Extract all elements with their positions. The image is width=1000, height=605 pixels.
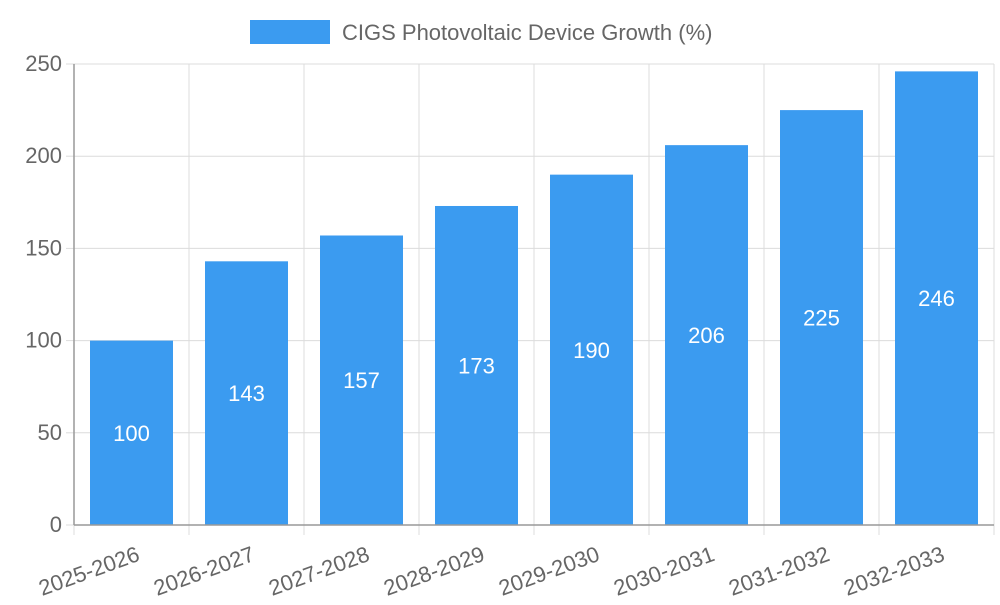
x-tick-label: 2028-2029: [380, 541, 487, 600]
y-tick-label: 50: [38, 420, 62, 445]
data-label: 225: [803, 306, 840, 331]
x-tick-label: 2032-2033: [840, 541, 947, 600]
x-tick-label: 2030-2031: [610, 541, 717, 600]
data-label: 173: [458, 353, 495, 378]
legend-swatch: [250, 20, 330, 44]
y-tick-label: 200: [25, 143, 62, 168]
bar[interactable]: [895, 71, 978, 525]
bar[interactable]: [90, 340, 173, 525]
bar[interactable]: [550, 174, 633, 525]
data-label: 143: [228, 381, 265, 406]
x-tick-label: 2029-2030: [495, 541, 602, 600]
bar[interactable]: [435, 205, 518, 525]
x-tick-label: 2031-2032: [725, 541, 832, 600]
x-tick-label: 2025-2026: [35, 541, 142, 600]
data-label: 246: [918, 286, 955, 311]
data-label: 190: [573, 338, 610, 363]
x-tick-label: 2026-2027: [150, 541, 257, 600]
bars-layer: [90, 71, 978, 526]
y-tick-label: 100: [25, 328, 62, 353]
data-label: 157: [343, 368, 380, 393]
bar[interactable]: [205, 261, 288, 525]
y-tick-label: 150: [25, 235, 62, 260]
legend-label: CIGS Photovoltaic Device Growth (%): [342, 20, 712, 45]
legend[interactable]: CIGS Photovoltaic Device Growth (%): [250, 20, 712, 45]
bar[interactable]: [780, 110, 863, 525]
bar[interactable]: [320, 235, 403, 525]
y-tick-label: 250: [25, 51, 62, 76]
data-label: 206: [688, 323, 725, 348]
data-label: 100: [113, 421, 150, 446]
data-labels-layer: 100 143 157 173 190 206 225 246: [113, 286, 955, 446]
x-tick-label: 2027-2028: [265, 541, 372, 600]
bar[interactable]: [665, 145, 748, 526]
y-tick-label: 0: [50, 512, 62, 537]
